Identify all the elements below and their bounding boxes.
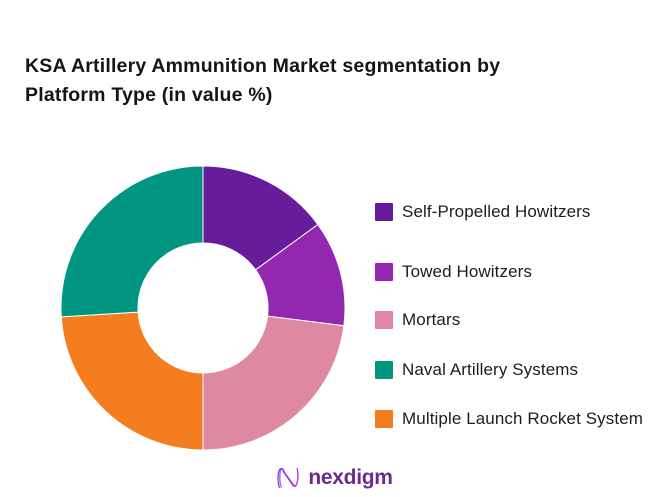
- legend-swatch-towed-howitzers: [375, 263, 393, 281]
- legend-label: Mortars: [402, 310, 461, 329]
- legend-swatch-mortars: [375, 311, 393, 329]
- legend-item-towed-howitzers: Towed Howitzers: [375, 262, 532, 282]
- legend-item-self-propelled-howitzers: Self-Propelled Howitzers: [375, 202, 591, 222]
- donut-segment-multiple-launch-rocket-system: [60, 311, 204, 451]
- legend-item-mortars: Mortars: [375, 310, 460, 330]
- legend-swatch-naval-artillery-systems: [375, 361, 393, 379]
- legend-swatch-multiple-launch-rocket-system: [375, 410, 393, 428]
- chart-title-line2: Platform Type (in value %): [25, 84, 273, 106]
- nexdigm-n-icon: [277, 468, 299, 489]
- chart-title: KSA Artillery Ammunition Market segmenta…: [25, 52, 645, 110]
- legend-label: Naval Artillery Systems: [402, 360, 579, 379]
- donut-chart: [60, 165, 346, 451]
- legend-label: Self-Propelled Howitzers: [402, 202, 591, 221]
- donut-segment-naval-artillery-systems: [60, 165, 204, 318]
- legend-label: Multiple Launch Rocket System: [402, 409, 644, 428]
- chart-title-line1: KSA Artillery Ammunition Market segmenta…: [25, 55, 501, 77]
- nexdigm-logo: nexdigm: [0, 463, 668, 492]
- donut-chart-area: [60, 165, 346, 451]
- legend-item-multiple-launch-rocket-system: Multiple Launch Rocket System: [375, 409, 643, 429]
- legend-label: Towed Howitzers: [402, 262, 532, 281]
- nexdigm-logo-text: nexdigm: [308, 465, 393, 489]
- donut-segment-mortars: [202, 315, 345, 451]
- legend-swatch-self-propelled-howitzers: [375, 203, 393, 221]
- chart-legend: Self-Propelled Howitzers Towed Howitzers…: [375, 0, 665, 497]
- legend-item-naval-artillery-systems: Naval Artillery Systems: [375, 360, 578, 380]
